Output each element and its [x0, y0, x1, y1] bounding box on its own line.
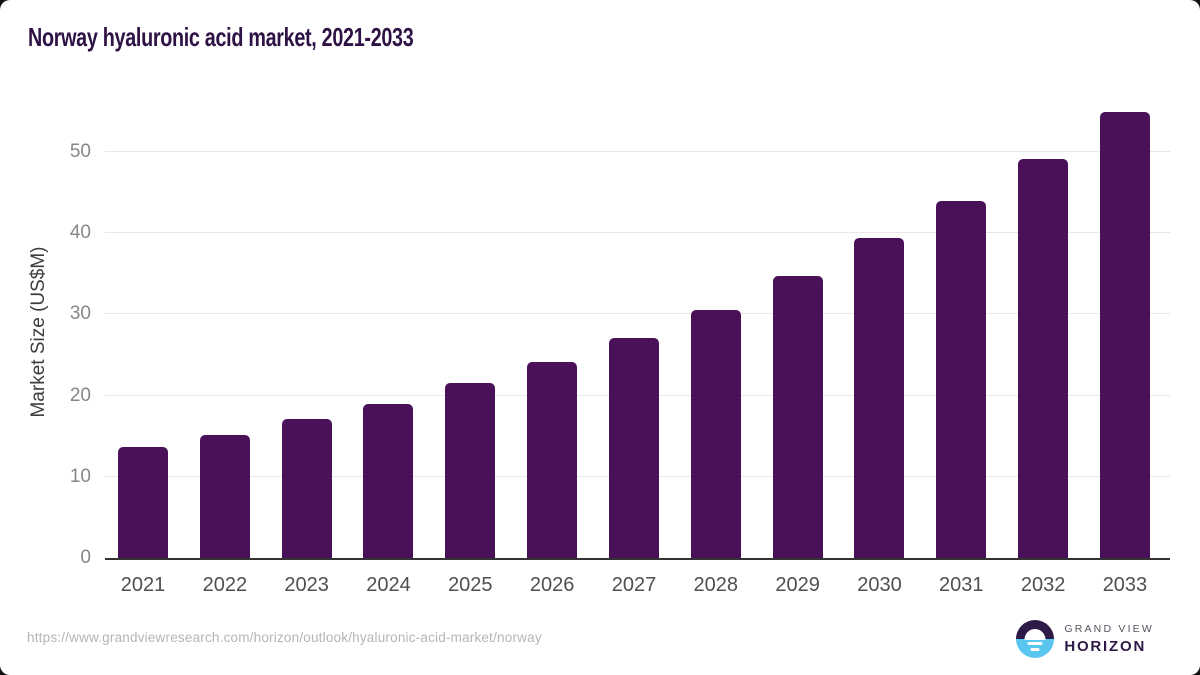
logo-text-block: GRAND VIEW HORIZON	[1064, 623, 1154, 655]
bar-2026[interactable]	[527, 362, 578, 558]
bar-2023[interactable]	[281, 419, 332, 558]
x-tick-label: 2025	[448, 574, 493, 596]
bar-2032[interactable]	[1018, 158, 1069, 558]
y-tick-label: 40	[69, 222, 91, 244]
gridline	[105, 313, 1170, 315]
logo-horizon-text: HORIZON	[1064, 638, 1147, 655]
bar-2025[interactable]	[445, 383, 496, 558]
x-axis-ticks: 2021 2022 2023 2024 2025 2026 2027 2028 2029 2030…	[105, 574, 1170, 597]
y-tick-label: 50	[69, 141, 91, 163]
bar-2030[interactable]	[854, 238, 905, 558]
bar-2027[interactable]	[608, 338, 659, 558]
bar-2029[interactable]	[772, 276, 823, 558]
x-tick-label: 2024	[366, 574, 411, 596]
logo-sun-icon	[1024, 629, 1046, 640]
y-tick-label: 30	[69, 303, 91, 325]
logo-reflection-line	[1030, 647, 1040, 651]
logo-reflection-line	[1027, 642, 1043, 646]
y-axis-title: Market Size (US$M)	[28, 245, 49, 418]
grand-view-horizon-logo-icon	[1016, 620, 1055, 658]
bar-2024[interactable]	[363, 403, 414, 558]
x-tick-label: 2022	[202, 574, 248, 596]
x-tick-label: 2023	[284, 574, 329, 596]
y-tick-label: 20	[69, 384, 91, 406]
x-tick-label: 2029	[775, 574, 820, 596]
x-tick-label: 2028	[693, 574, 739, 596]
gridline	[105, 232, 1170, 234]
x-tick-label: 2032	[1020, 574, 1066, 596]
source-url[interactable]: https://www.grandviewresearch.com/horizo…	[27, 630, 542, 645]
x-tick-label: 2026	[529, 574, 575, 596]
bar-2033[interactable]	[1099, 111, 1150, 558]
bar-2031[interactable]	[936, 200, 987, 558]
x-tick-label: 2027	[611, 574, 657, 596]
brand-logo[interactable]: GRAND VIEW HORIZON	[1016, 620, 1154, 658]
x-tick-label: 2030	[857, 574, 902, 596]
x-tick-label: 2033	[1102, 574, 1148, 596]
plot-area: Market Size (US$M) 0 10 20 30 40 50 2021 2022 2…	[28, 105, 1170, 596]
y-tick-label: 0	[80, 547, 91, 568]
gridline	[105, 151, 1170, 153]
bars-container	[105, 105, 1170, 558]
y-tick-label: 10	[69, 465, 91, 487]
bar-2022[interactable]	[199, 434, 250, 558]
chart-title: Norway hyaluronic acid market, 2021-2033	[28, 22, 414, 52]
x-tick-label: 2031	[939, 574, 984, 596]
x-tick-label: 2021	[120, 574, 166, 596]
bar-2028[interactable]	[690, 309, 741, 558]
bar-2021[interactable]	[118, 446, 168, 558]
logo-grand-view-text: GRAND VIEW	[1064, 623, 1154, 635]
